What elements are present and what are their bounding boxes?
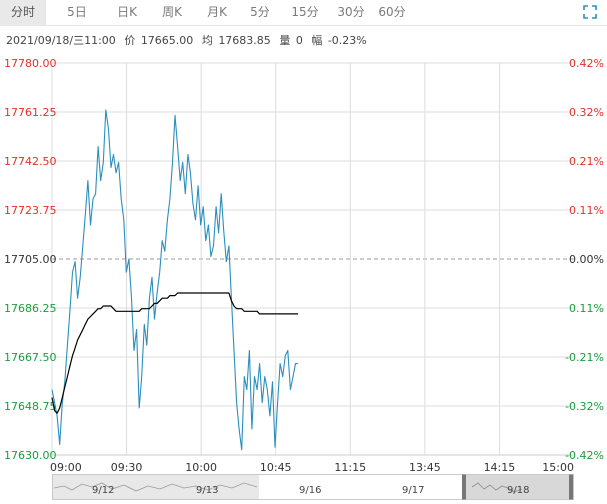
percent-tick-label: 0.11% (569, 302, 604, 315)
tab-intraday[interactable]: 分时 (0, 0, 46, 25)
tab-5min[interactable]: 5分 (250, 5, 270, 19)
period-tab-bar: 分时 5日 日K 周K 月K 5分 15分 30分 60分 (0, 0, 607, 26)
time-tick-label: 13:45 (409, 461, 441, 474)
percent-tick-label: 0.21% (569, 155, 604, 168)
price-tick-label: 17686.25 (4, 302, 57, 315)
percent-tick-label: 0.32% (569, 106, 604, 119)
time-tick-label: 10:00 (185, 461, 217, 474)
time-axis: 09:00 09:30 10:00 10:45 11:15 13:45 14:15 15:00 (50, 461, 574, 474)
tab-monthly-k[interactable]: 月K (207, 5, 227, 19)
chart-grid (51, 62, 574, 456)
navigator-date-label: 9/18 (507, 485, 530, 496)
range-navigator[interactable]: 9/12 9/13 9/16 9/17 9/18 (52, 474, 574, 500)
price-axis: 17780.00 17761.25 17742.50 17723.75 17705.00… (4, 57, 57, 462)
percent-tick-label: -0.42% (565, 449, 604, 462)
price-tick-label: 17667.50 (4, 351, 57, 364)
avg-value: 17683.85 (218, 34, 271, 47)
price-tick-label: 17723.75 (4, 204, 57, 217)
avg-label: 均 (201, 34, 213, 47)
change-label: 幅 (311, 34, 323, 47)
time-tick-label: 10:45 (260, 461, 292, 474)
price-label: 价 (124, 34, 136, 47)
fullscreen-icon[interactable] (583, 5, 597, 19)
volume-value: 0 (295, 34, 303, 47)
navigator-date-label: 9/16 (299, 485, 322, 496)
series-layer (51, 109, 299, 451)
price-tick-label: 17630.00 (4, 449, 57, 462)
tab-5day[interactable]: 5日 (67, 5, 87, 19)
time-tick-label: 15:00 (542, 461, 574, 474)
price-tick-label: 17761.25 (4, 106, 57, 119)
tab-weekly-k[interactable]: 周K (162, 5, 182, 19)
volume-label: 量 (279, 34, 291, 47)
percent-tick-label: 0.00% (569, 253, 604, 266)
tab-15min[interactable]: 15分 (291, 5, 319, 19)
percent-tick-label: -0.21% (565, 351, 604, 364)
change-value: -0.23% (327, 34, 367, 47)
price-line (51, 109, 299, 451)
time-tick-label: 09:00 (50, 461, 82, 474)
price-tick-label: 17705.00 (4, 253, 57, 266)
percent-tick-label: 0.11% (569, 204, 604, 217)
navigator-date-label: 9/13 (196, 485, 219, 496)
time-tick-label: 11:15 (334, 461, 366, 474)
quote-datetime: 2021/09/18/三11:00 (6, 34, 116, 47)
time-tick-label: 14:15 (484, 461, 516, 474)
time-tick-label: 09:30 (111, 461, 143, 474)
price-tick-label: 17648.75 (4, 400, 57, 413)
average-line (51, 292, 299, 414)
price-tick-label: 17742.50 (4, 155, 57, 168)
intraday-chart[interactable]: 17780.00 17761.25 17742.50 17723.75 17705.00… (0, 0, 607, 474)
navigator-date-label: 9/17 (402, 485, 425, 496)
tab-daily-k[interactable]: 日K (117, 5, 137, 19)
tab-60min[interactable]: 60分 (378, 5, 406, 19)
price-value: 17665.00 (140, 34, 194, 47)
navigator-date-label: 9/12 (92, 485, 115, 496)
percent-axis: 0.42% 0.32% 0.21% 0.11% 0.00% 0.11% -0.21% -0.3… (565, 57, 604, 462)
tab-30min[interactable]: 30分 (337, 5, 365, 19)
navigator-track (52, 474, 574, 500)
percent-tick-label: 0.42% (569, 57, 604, 70)
quote-info-line: 2021/09/18/三11:00 价 17665.00 均 17683.85 … (6, 33, 372, 49)
percent-tick-label: -0.32% (565, 400, 604, 413)
price-tick-label: 17780.00 (4, 57, 57, 70)
